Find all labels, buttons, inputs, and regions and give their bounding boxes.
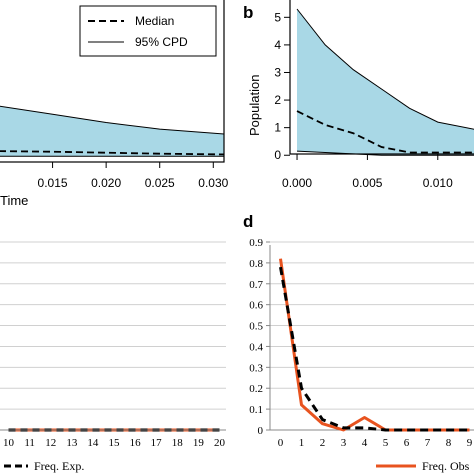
panel-d-x-ticks: 0 1 2 3 4 5 6 7 8 9 — [278, 437, 473, 449]
panel-b-y-tick-label: 3 — [274, 65, 281, 79]
panel-c-x-tick-label: 18 — [172, 437, 184, 449]
panel-d-y-tick-label: 0.5 — [249, 321, 263, 333]
panel-b-label: b — [243, 3, 253, 22]
panel-a-x-tick-label: 0.025 — [145, 176, 175, 190]
panel-d-x-tick-label: 5 — [383, 437, 389, 449]
panel-b: b 0 1 2 3 4 5 0.000 0.005 0.010 Population — [243, 0, 474, 190]
panel-c-x-tick-label: 15 — [109, 437, 121, 449]
panel-d-y-tick-label: 0.1 — [249, 404, 263, 416]
panel-b-y-tick-label: 0 — [274, 148, 281, 162]
legend-freq-exp-label: Freq. Exp. — [34, 459, 84, 473]
panel-a-x-ticks: 0.015 0.020 0.025 0.030 — [38, 162, 229, 190]
panel-a-cpd-band — [0, 106, 224, 157]
panel-a-cpd-upper-line — [0, 105, 225, 135]
panel-a-x-tick-label: 0.030 — [198, 176, 228, 190]
panel-d: d 0 0.1 0.2 0.3 0.4 0.5 0.6 0.7 0.8 0.9 0 1 2 3 4 5 6 7 8… — [243, 212, 474, 473]
panel-c-x-tick-label: 17 — [151, 437, 163, 449]
panel-c-gridlines — [0, 241, 226, 410]
panel-d-x-tick-label: 3 — [341, 437, 347, 449]
panel-d-x-tick-label: 4 — [362, 437, 368, 449]
panel-b-y-tick-label: 5 — [274, 10, 281, 24]
panel-a-x-tick-label: 0.015 — [38, 176, 68, 190]
panel-b-y-tick-label: 4 — [274, 38, 281, 52]
panel-b-median-line — [296, 110, 474, 154]
panel-d-y-tick-label: 0.9 — [249, 237, 263, 249]
panel-b-x-tick-label: 0.010 — [423, 176, 453, 190]
panel-d-x-tick-label: 6 — [404, 437, 410, 449]
panel-d-y-tick-label: 0 — [258, 425, 264, 437]
panel-d-y-tick-label: 0.3 — [249, 362, 263, 374]
panel-c-x-tick-label: 14 — [87, 437, 99, 449]
panel-d-x-tick-label: 2 — [320, 437, 326, 449]
panel-c-x-tick-label: 12 — [45, 437, 56, 449]
panel-d-y-tick-label: 0.7 — [249, 279, 263, 291]
panel-b-y-tick-label: 2 — [274, 93, 281, 107]
panel-b-ylabel: Population — [247, 75, 262, 136]
panel-d-x-tick-label: 9 — [467, 437, 473, 449]
panel-c-x-tick-label: 11 — [24, 437, 35, 449]
panel-d-x-tick-label: 0 — [278, 437, 284, 449]
panel-a-band-layer — [0, 106, 224, 157]
panel-d-label: d — [243, 212, 253, 231]
panel-a-legend-box — [79, 5, 217, 57]
panel-b-y-ticks: 0 1 2 3 4 5 — [274, 10, 290, 162]
panel-c-x-tick-label: 10 — [3, 437, 15, 449]
panel-a-median-line — [0, 150, 225, 156]
panel-b-cpd-band — [297, 9, 474, 156]
panel-c-x-tick-label: 19 — [193, 437, 205, 449]
panel-b-frame — [289, 0, 474, 155]
panel-d-x-tick-label: 7 — [425, 437, 431, 449]
panel-d-y-tick-label: 0.2 — [249, 383, 263, 395]
panel-d-y-tick-label: 0.4 — [249, 341, 263, 353]
legend-freq-obs-label: Freq. Obs — [422, 459, 470, 473]
panel-c-x-tick-label: 13 — [66, 437, 78, 449]
panel-d-y-tick-label: 0.6 — [249, 300, 263, 312]
panel-c-x-ticks: 10 11 12 13 14 15 16 17 18 19 20 — [3, 437, 225, 449]
panel-d-line-layer — [279, 258, 470, 432]
panel-a-line-layer — [0, 105, 225, 157]
panel-c: 10 11 12 13 14 15 16 17 18 19 20 Freq. Exp. — [0, 241, 226, 473]
panel-a-frame — [0, 0, 225, 163]
panel-b-band-layer — [297, 9, 474, 156]
legend-cpd-label: 95% CPD — [135, 35, 188, 49]
panel-d-x-tick-label: 8 — [446, 437, 452, 449]
panel-c-x-tick-label: 16 — [130, 437, 142, 449]
panel-b-cpd-upper-line — [296, 8, 474, 130]
panel-a: 0.015 0.020 0.025 0.030 Time Median 95% CPD — [0, 0, 229, 208]
panel-b-x-ticks: 0.000 0.005 0.010 — [282, 154, 453, 190]
panel-d-y-tick-label: 0.8 — [249, 258, 263, 270]
panel-b-x-tick-label: 0.005 — [352, 176, 382, 190]
panel-d-y-ticks: 0 0.1 0.2 0.3 0.4 0.5 0.6 0.7 0.8 0.9 — [249, 237, 270, 437]
panel-b-x-tick-label: 0.000 — [282, 176, 312, 190]
panel-a-legend: Median 95% CPD — [79, 5, 217, 57]
legend-median-label: Median — [135, 14, 174, 28]
panel-a-x-tick-label: 0.020 — [91, 176, 121, 190]
panel-c-x-tick-label: 20 — [214, 437, 226, 449]
panel-d-freq-obs-line — [279, 258, 470, 432]
panel-a-xlabel: Time — [0, 193, 28, 208]
panel-d-x-tick-label: 1 — [299, 437, 305, 449]
panel-b-y-tick-label: 1 — [274, 121, 281, 135]
panel-d-freq-exp-line — [279, 266, 470, 432]
